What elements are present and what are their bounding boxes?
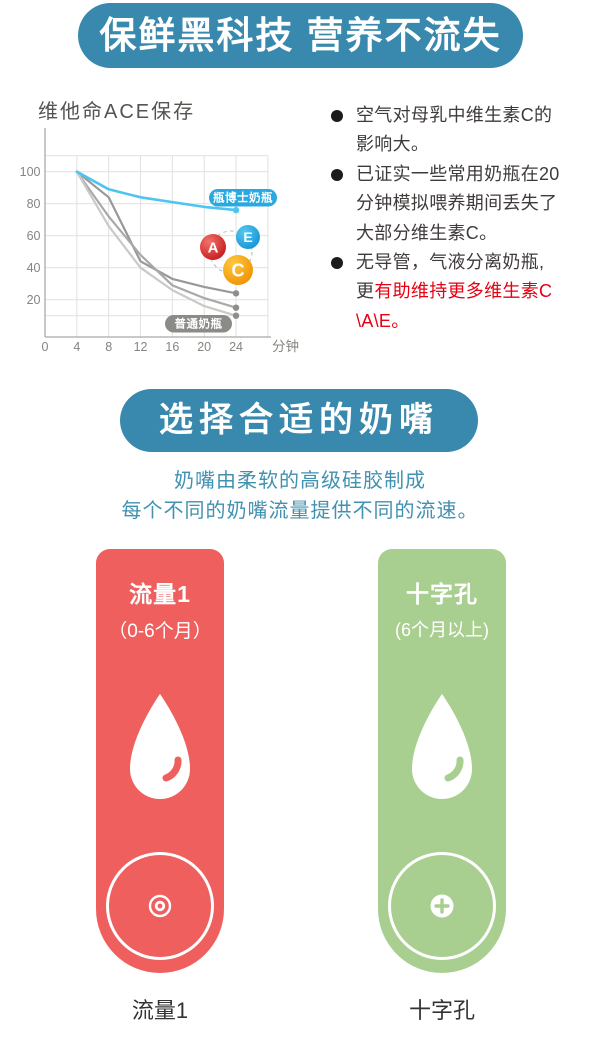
doctor-bottle-pill [209, 189, 277, 207]
nipple-card-cross: 十字孔 (6个月以上) [378, 549, 506, 973]
chart-line-doctor-bottle [75, 170, 238, 212]
y-tick-label: 80 [27, 197, 41, 211]
bullet-item: 空气对母乳中维生素C的 影响大。 [331, 101, 595, 160]
bullet-list: 空气对母乳中维生素C的 影响大。已证实一些常用奶瓶在20 分钟模拟喂养期间丢失了 大部… [331, 101, 595, 336]
droplet-icon [412, 694, 472, 799]
nipple-choice-banner-label: 选择合适的奶嘴 [159, 401, 439, 439]
droplet-highlight [444, 756, 464, 782]
nipple-card-subtitle: (6个月以上) [395, 620, 489, 640]
droplet-icon [130, 694, 190, 799]
card-footer-label: 十字孔 [408, 998, 475, 1023]
x-tick-label: 8 [105, 340, 112, 354]
nipple-choice-banner: 选择合适的奶嘴 [120, 389, 478, 452]
nipple-card-title: 流量1 [129, 581, 191, 607]
doctor-bottle-pill-label: 瓶博士奶瓶 [213, 191, 273, 205]
ordinary-bottle-pill-label: 普通奶瓶 [175, 317, 223, 331]
nipple-card-title: 十字孔 [406, 581, 478, 607]
vitamin-badge-letter: A [208, 239, 219, 256]
vitamin-badge-letter: E [243, 229, 252, 245]
y-tick-label: 100 [20, 165, 41, 179]
cross-hole-icon [430, 894, 454, 918]
x-axis-unit-label: 分钟 [272, 338, 299, 354]
bullet-text: 无导管，气液分离奶瓶, 更有助维持更多维生素C \A\E。 [356, 252, 553, 331]
droplet-shape [412, 694, 472, 799]
nipple-intro-line2: 每个不同的奶嘴流量提供不同的流速。 [121, 500, 479, 522]
bullet-dot-icon [331, 168, 343, 181]
chart-title: 维他命ACE保存 [38, 101, 196, 123]
nipple-intro-text: 奶嘴由柔软的高级硅胶制成 每个不同的奶嘴流量提供不同的流速。 [0, 466, 600, 526]
nipple-tip-ring [106, 852, 214, 960]
droplet-highlight [162, 756, 182, 782]
chart-line-ordinary-bottle [75, 170, 238, 295]
bullet-dot-icon [331, 257, 343, 270]
bullet-text: 空气对母乳中维生素C的 影响大。 [356, 105, 553, 155]
bullet-item: 已证实一些常用奶瓶在20 分钟模拟喂养期间丢失了 大部分维生素C。 [331, 160, 595, 248]
chart-endpoint-dot [232, 290, 240, 297]
x-tick-label: 4 [73, 340, 80, 354]
x-tick-label: 16 [165, 340, 179, 354]
y-tick-label: 60 [27, 229, 41, 243]
chart-line-ordinary-bottle [75, 170, 238, 317]
x-tick-label: 24 [229, 340, 243, 354]
x-tick-label: 20 [197, 340, 211, 354]
y-tick-label: 20 [27, 293, 41, 307]
bullet-dot-icon [331, 110, 343, 122]
freshness-banner-label: 保鲜黑科技 营养不流失 [99, 15, 502, 56]
chart-line-ordinary-bottle [75, 170, 238, 309]
y-tick-label: 40 [27, 261, 41, 275]
vitamin-badge-letter: C [232, 260, 245, 280]
bullet-text: 已证实一些常用奶瓶在20 分钟模拟喂养期间丢失了 大部分维生素C。 [356, 163, 560, 243]
vitamin-badge-c [223, 255, 253, 285]
ordinary-bottle-pill [165, 315, 232, 333]
nipple-card-flow1: 流量1 （0-6个月） [96, 549, 224, 973]
chart-endpoint-dot [232, 312, 240, 319]
x-tick-label: 0 [42, 340, 49, 354]
x-tick-label: 12 [134, 340, 148, 354]
chart-endpoint-dot [232, 206, 240, 214]
nipple-tip-ring [388, 852, 496, 960]
nipple-intro-line1: 奶嘴由柔软的高级硅胶制成 [174, 470, 426, 492]
vitamin-badge-a [200, 234, 226, 260]
nipple-card-subtitle: （0-6个月） [108, 621, 212, 642]
droplet-shape [130, 694, 190, 799]
vitamin-badge-e [236, 225, 260, 249]
freshness-banner: 保鲜黑科技 营养不流失 [78, 3, 523, 68]
chart-endpoint-dot [232, 304, 240, 311]
card-footer-label: 流量1 [131, 998, 189, 1023]
bullet-item: 无导管，气液分离奶瓶, 更有助维持更多维生素C \A\E。 [331, 248, 595, 336]
single-hole-icon [148, 894, 172, 918]
